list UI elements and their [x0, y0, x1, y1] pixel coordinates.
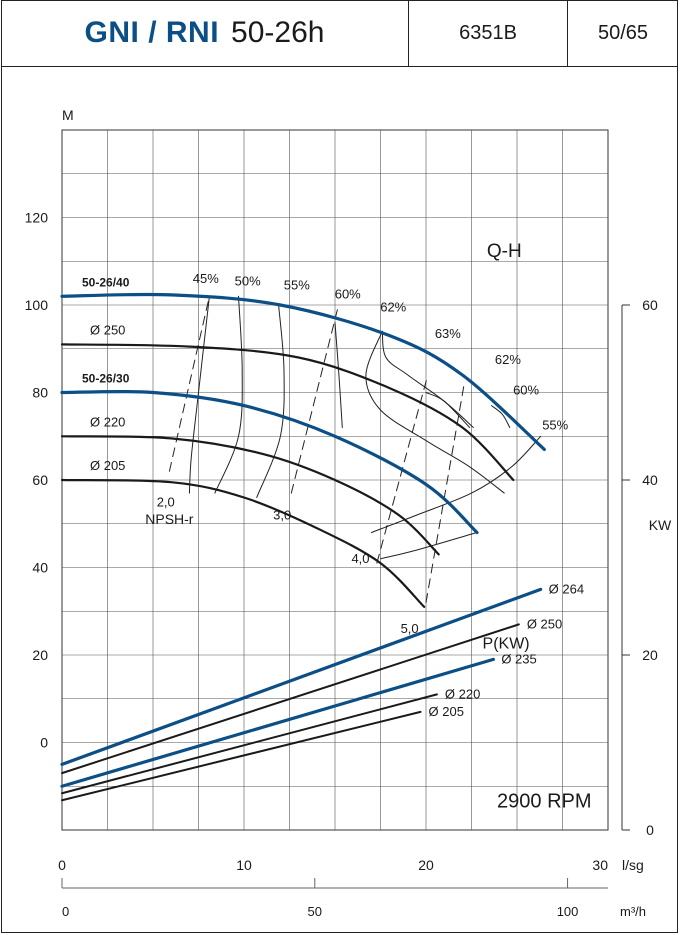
header: GNI / RNI 50-26h 6351B 50/65 [1, 0, 678, 67]
qh-curve [60, 389, 479, 535]
power-curve [60, 587, 543, 766]
qh-curve-label: Ø 205 [90, 458, 125, 473]
power-label: P(KW) [483, 635, 530, 652]
qh-curve [60, 435, 440, 556]
power-curve [61, 710, 422, 802]
x-tick-label-primary: 30 [592, 857, 608, 873]
x-tick-label-secondary: 50 [308, 904, 322, 919]
code-cell: 6351B [409, 0, 568, 66]
efficiency-curve [491, 405, 511, 428]
x-tick-label-secondary: 100 [557, 904, 579, 919]
efficiency-label: 60% [335, 286, 361, 301]
x-axis-unit-secondary: m³/h [620, 904, 646, 919]
npsh-value-label: 3,0 [273, 507, 291, 522]
npsh-curve [290, 304, 340, 494]
efficiency-label: 55% [284, 278, 310, 293]
qh-curve-label: Ø 250 [90, 322, 125, 337]
x-tick-label-secondary: 0 [62, 904, 69, 919]
power-curve [61, 693, 438, 795]
power-curve [61, 623, 520, 775]
x-tick-label-primary: 0 [58, 857, 66, 873]
y-tick-label-left: 100 [25, 297, 49, 313]
efficiency-label: 60% [513, 383, 539, 398]
efficiency-curve [334, 322, 343, 428]
qh-curve [60, 343, 515, 482]
efficiency-curve [214, 295, 243, 494]
efficiency-curve [188, 295, 210, 494]
y-tick-label-left: 120 [25, 210, 49, 226]
qh-curve-label: Ø 220 [90, 414, 125, 429]
qh-curve [60, 478, 426, 608]
model-cell: GNI / RNI 50-26h [1, 0, 409, 66]
y-tick-label-right: 40 [642, 472, 658, 488]
efficiency-label: 55% [542, 418, 568, 433]
efficiency-curve [256, 304, 285, 498]
y-axis-unit-left: M [62, 107, 74, 123]
y-tick-label-left: 80 [32, 385, 48, 401]
power-curve-label: Ø 250 [527, 616, 562, 631]
efficiency-curve [370, 435, 542, 533]
qh-label: Q-H [487, 241, 522, 262]
size-cell: 50/65 [568, 0, 678, 66]
y-tick-label-left: 20 [32, 647, 48, 663]
npsh-value-label: 5,0 [401, 621, 419, 636]
x-tick-label-primary: 10 [236, 857, 252, 873]
efficiency-curve [380, 532, 478, 560]
npsh-value-label: 4,0 [351, 551, 369, 566]
npsh-label: NPSH-r [145, 511, 194, 527]
npsh-curve [425, 383, 465, 603]
y-tick-label-left: 0 [40, 735, 48, 751]
pump-size: 50/65 [597, 21, 649, 44]
power-curve-label: Ø 264 [549, 581, 584, 596]
power-curve-label: Ø 220 [445, 686, 480, 701]
y-tick-label-left: 40 [32, 560, 48, 576]
efficiency-curve [365, 330, 505, 494]
y-tick-label-right: 20 [642, 647, 658, 663]
efficiency-label: 45% [193, 271, 219, 286]
pump-code: 6351B [459, 21, 517, 44]
x-axis-unit-primary: l/sg [622, 857, 644, 873]
qh-curve-label: 50-26/30 [82, 372, 130, 386]
qh-curve [60, 292, 546, 451]
y-axis-unit-right: KW [649, 517, 672, 533]
efficiency-curve [381, 330, 474, 428]
npsh-curve [168, 295, 210, 472]
efficiency-label: 50% [235, 273, 261, 288]
qh-curve-label: 50-26/40 [82, 275, 130, 289]
efficiency-curve [425, 392, 471, 428]
x-tick-label-primary: 20 [418, 857, 434, 873]
power-curve-label: Ø 235 [501, 651, 536, 666]
brand-name: GNI / RNI [84, 16, 220, 49]
model-name: 50-26h [231, 16, 325, 49]
y-tick-label-left: 60 [32, 472, 48, 488]
y-tick-label-right: 60 [642, 297, 658, 313]
power-curve-label: Ø 205 [429, 704, 464, 719]
y-tick-label-right: 0 [646, 822, 654, 838]
speed-label: 2900 RPM [497, 790, 592, 812]
efficiency-label: 62% [495, 352, 521, 367]
power-curve [60, 657, 495, 788]
efficiency-label: 63% [435, 326, 461, 341]
efficiency-label: 62% [380, 300, 406, 315]
npsh-value-label: 2,0 [157, 494, 175, 509]
